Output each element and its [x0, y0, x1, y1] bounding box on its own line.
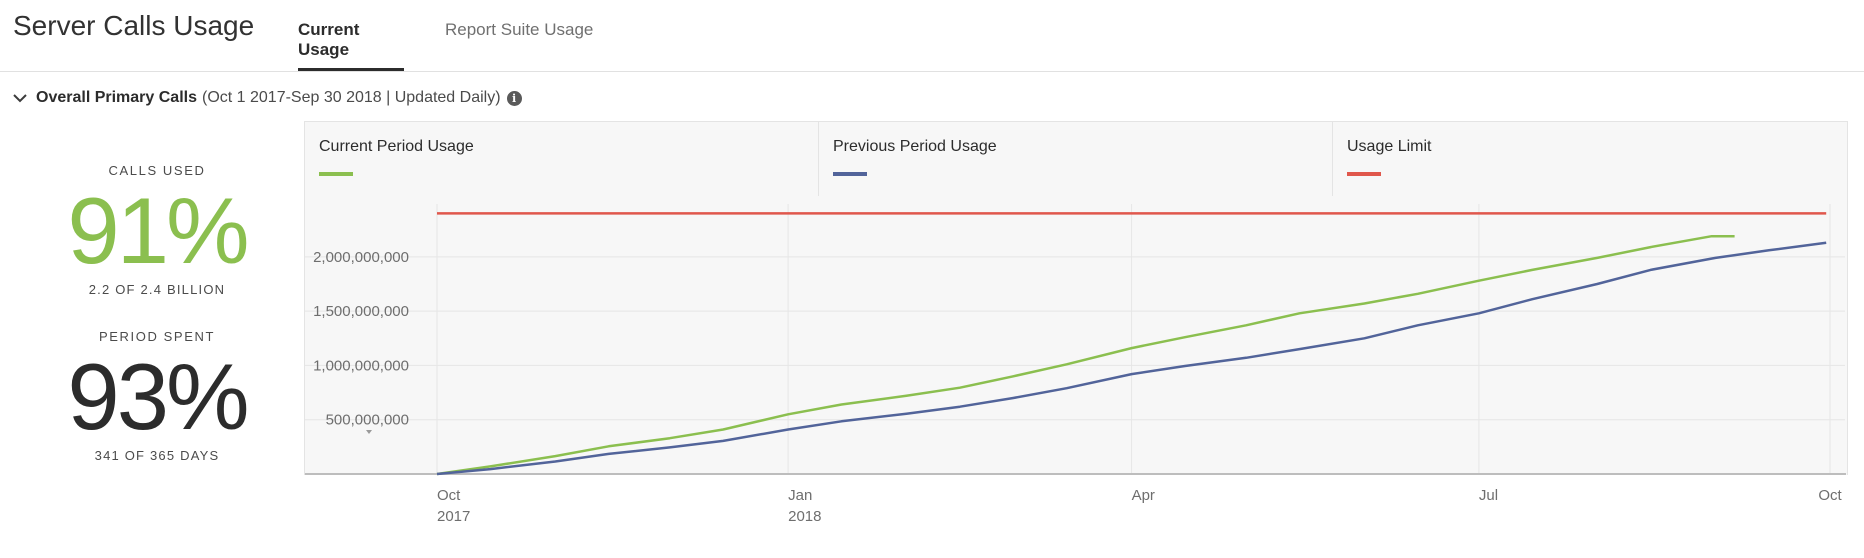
legend-usage-limit[interactable]: Usage Limit	[1333, 122, 1846, 196]
period-spent-label: PERIOD SPENT	[99, 329, 215, 344]
calls-used-value: 91%	[67, 178, 249, 283]
period-spent-kpi: PERIOD SPENT 93% 341 OF 365 DAYS	[42, 329, 272, 463]
y-tick-label: 2,000,000,000	[313, 249, 409, 266]
legend-previous-period[interactable]: Previous Period Usage	[819, 122, 1333, 196]
section-title: Overall Primary Calls	[36, 89, 197, 106]
legend-label: Usage Limit	[1347, 138, 1432, 155]
chevron-down-icon[interactable]	[10, 88, 30, 108]
chart-panel: Current Period Usage Previous Period Usa…	[304, 121, 1848, 475]
x-tick-label: Apr	[1132, 487, 1155, 504]
info-icon[interactable]: i	[506, 90, 522, 106]
legend-swatch	[319, 172, 353, 176]
tab-current-usage[interactable]: Current Usage	[298, 20, 404, 71]
legend-swatch	[833, 172, 867, 176]
period-spent-value: 93%	[67, 344, 249, 449]
page-header: Server Calls Usage Current Usage Report …	[0, 0, 1864, 72]
calls-used-label: CALLS USED	[108, 163, 206, 178]
legend-current-period[interactable]: Current Period Usage	[305, 122, 819, 196]
axis-marker-icon	[366, 430, 372, 434]
x-tick-year-label: 2017	[437, 508, 470, 525]
section-header: Overall Primary Calls (Oct 1 2017-Sep 30…	[10, 86, 522, 110]
calls-used-kpi: CALLS USED 91% 2.2 OF 2.4 BILLION	[42, 163, 272, 297]
y-tick-label: 500,000,000	[326, 412, 409, 429]
section-subtitle: (Oct 1 2017-Sep 30 2018 | Updated Daily)	[201, 89, 501, 106]
page-title: Server Calls Usage	[13, 10, 255, 41]
legend-label: Previous Period Usage	[833, 138, 997, 155]
x-tick-label: Jan	[788, 487, 812, 504]
y-tick-label: 1,000,000,000	[313, 357, 409, 374]
y-tick-label: 1,500,000,000	[313, 303, 409, 320]
legend-label: Current Period Usage	[319, 138, 474, 155]
period-spent-detail: 341 OF 365 DAYS	[94, 448, 220, 463]
calls-used-detail: 2.2 OF 2.4 BILLION	[88, 282, 226, 297]
tab-report-suite-usage[interactable]: Report Suite Usage	[445, 20, 594, 39]
x-tick-year-label: 2018	[788, 508, 821, 525]
x-tick-label: Oct	[1818, 487, 1842, 504]
x-tick-label: Oct	[437, 487, 461, 504]
legend-swatch	[1347, 172, 1381, 176]
x-tick-label: Jul	[1479, 487, 1498, 504]
previous-period-usage-line	[436, 241, 1827, 476]
current-period-usage-line	[436, 234, 1735, 476]
